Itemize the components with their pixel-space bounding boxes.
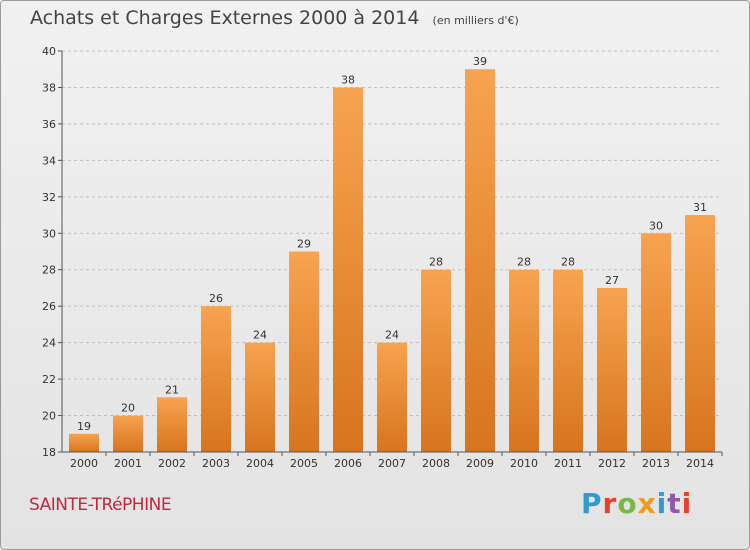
bar (289, 251, 319, 452)
y-tick-label: 32 (42, 191, 56, 204)
data-label: 19 (77, 420, 91, 433)
data-label: 38 (341, 73, 355, 86)
bar (69, 433, 99, 452)
x-tick-label: 2010 (510, 457, 538, 470)
x-tick-label: 2004 (246, 457, 274, 470)
x-tick-label: 2007 (378, 457, 406, 470)
y-tick-label: 18 (42, 446, 56, 459)
data-label: 24 (385, 329, 399, 342)
bar (421, 269, 451, 452)
logo-letter: o (617, 487, 638, 520)
bar (465, 69, 495, 453)
data-label: 31 (693, 201, 707, 214)
y-tick-label: 40 (42, 45, 56, 58)
logo-letter: x (637, 487, 657, 520)
logo-letter: P (581, 487, 603, 520)
bar (553, 269, 583, 452)
y-tick-label: 22 (42, 373, 56, 386)
x-tick-label: 2001 (114, 457, 142, 470)
x-tick-label: 2012 (598, 457, 626, 470)
data-label: 28 (517, 256, 531, 269)
x-tick-label: 2009 (466, 457, 494, 470)
data-label: 27 (605, 274, 619, 287)
chart-title: Achats et Charges Externes 2000 à 2014 (30, 7, 420, 29)
proxiti-logo: Proxiti (581, 487, 692, 520)
bar (685, 215, 715, 452)
data-label: 30 (649, 219, 663, 232)
data-label: 24 (253, 329, 267, 342)
x-tick-label: 2005 (290, 457, 318, 470)
y-tick-label: 36 (42, 118, 56, 131)
x-tick-label: 2000 (70, 457, 98, 470)
x-tick-label: 2013 (642, 457, 670, 470)
bar (201, 306, 231, 452)
chart-title-block: Achats et Charges Externes 2000 à 2014 (… (30, 7, 519, 29)
bar (641, 233, 671, 452)
bar (509, 269, 539, 452)
bar (377, 342, 407, 452)
x-tick-label: 2006 (334, 457, 362, 470)
data-label: 28 (561, 256, 575, 269)
bars (69, 69, 715, 453)
data-label: 39 (473, 55, 487, 68)
labels: 18 20 22 24 26 28 30 32 34 36 38 40 19 2000 20 2001 21 20… (42, 45, 714, 470)
y-tick-label: 38 (42, 81, 56, 94)
data-label: 28 (429, 256, 443, 269)
logo-letter: i (681, 487, 693, 520)
y-tick-label: 28 (42, 264, 56, 277)
commune-name: SAINTE-TRéPHINE (29, 495, 172, 515)
y-tick-label: 20 (42, 410, 56, 423)
x-tick-label: 2002 (158, 457, 186, 470)
data-label: 21 (165, 383, 179, 396)
bar (245, 342, 275, 452)
axes (58, 50, 723, 456)
x-tick-label: 2014 (686, 457, 714, 470)
bar (157, 397, 187, 452)
y-tick-label: 34 (42, 154, 56, 167)
x-tick-label: 2008 (422, 457, 450, 470)
logo-letter: r (602, 487, 618, 520)
bar (597, 287, 627, 452)
x-tick-label: 2011 (554, 457, 582, 470)
data-label: 20 (121, 402, 135, 415)
logo-letter: i (656, 487, 668, 520)
bar (113, 415, 143, 452)
x-tick-label: 2003 (202, 457, 230, 470)
logo-letter: t (667, 487, 682, 520)
bar (333, 87, 363, 453)
data-label: 29 (297, 238, 311, 251)
chart-unit: (en milliers d'€) (432, 14, 519, 27)
y-tick-label: 26 (42, 300, 56, 313)
y-tick-label: 30 (42, 227, 56, 240)
data-label: 26 (209, 292, 223, 305)
y-tick-label: 24 (42, 337, 56, 350)
